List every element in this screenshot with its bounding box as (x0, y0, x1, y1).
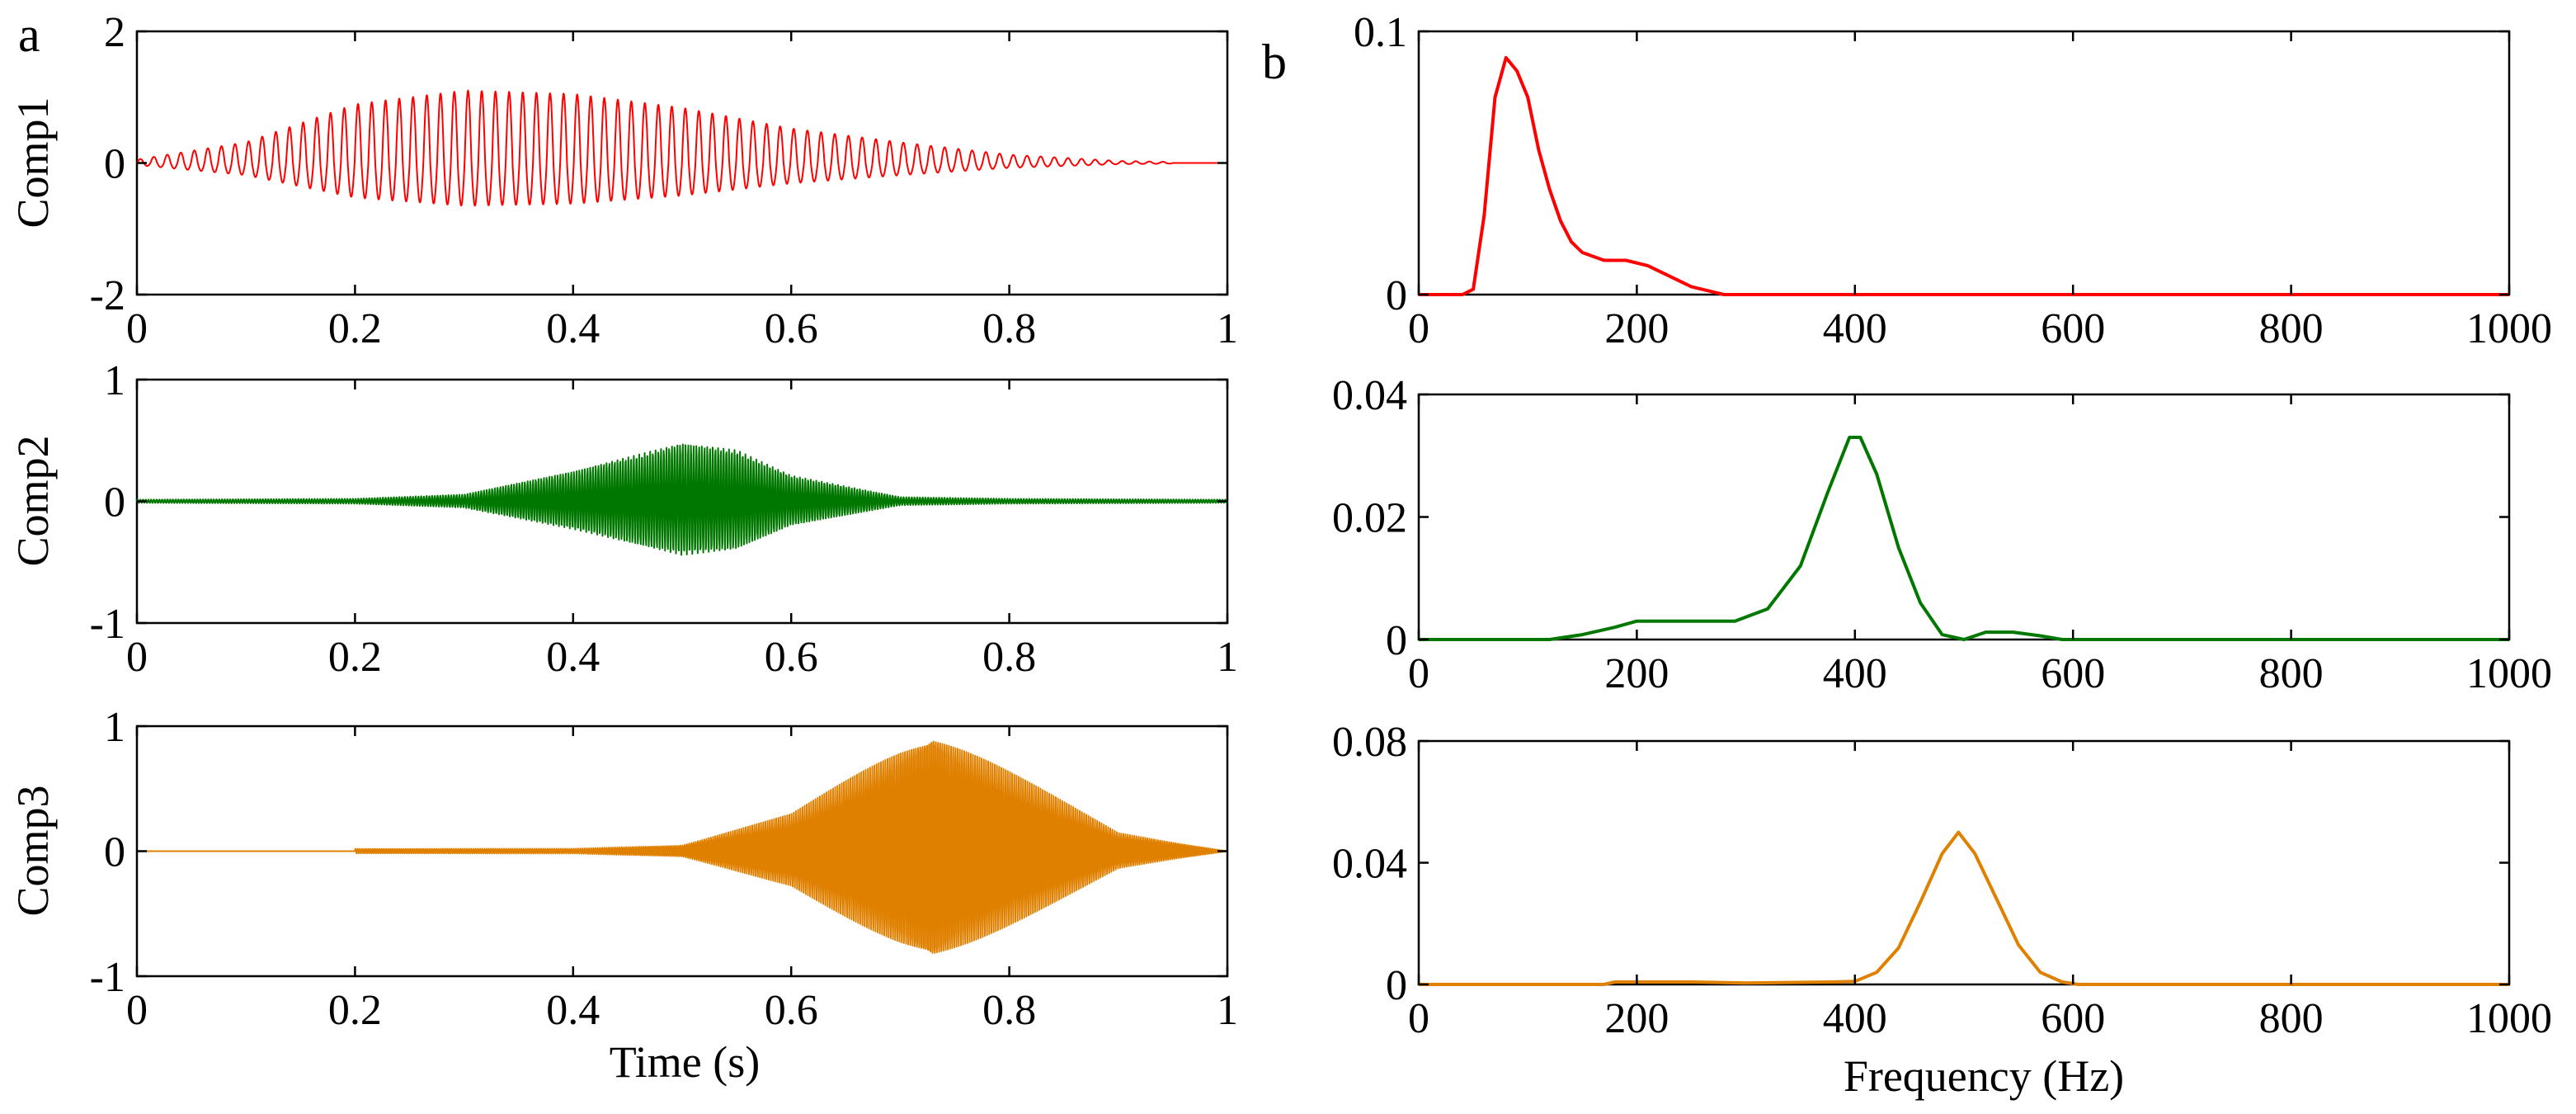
comp3-time-series-line (136, 740, 1228, 954)
comp2-spectrum-xtick-label: 400 (1823, 650, 1887, 697)
x-axis-title-frequency: Frequency (Hz) (1844, 1051, 2124, 1101)
comp3-time-xtick-label: 0.4 (546, 987, 600, 1034)
panel-letter-a: a (18, 7, 40, 62)
comp3-spectrum-frame (1417, 739, 2511, 986)
comp3-spectrum-xtick-label: 400 (1823, 995, 1887, 1042)
comp1-time-ytick-label: -2 (90, 272, 125, 319)
comp2-time-ytick-label: -1 (90, 601, 125, 648)
comp3-spectrum-xtick-label: 0 (1408, 995, 1429, 1042)
comp1-spectrum-xtick-label: 200 (1604, 305, 1669, 352)
comp2-time-ylabel: Comp2 (8, 435, 58, 566)
comp1-spectrum-xtick-label: 400 (1823, 305, 1887, 352)
comp3-spectrum-xtick-label: 800 (2259, 995, 2324, 1042)
comp1-time-ytick-label: 0 (104, 141, 125, 188)
panel-comp3-spectrum: 0 200 400 600 800 1000 0 0.04 0.08 (1332, 719, 2552, 1042)
comp1-spectrum-xtick-label: 600 (2041, 305, 2105, 352)
comp2-time-xtick-label: 0.6 (765, 634, 818, 681)
comp3-time-xtick-label: 0.8 (982, 987, 1036, 1034)
comp3-time-ylabel: Comp3 (8, 785, 58, 916)
comp1-time-xtick-label: 0.6 (765, 305, 818, 352)
comp1-spectrum-series-line (1419, 55, 2509, 296)
panel-comp2-spectrum: 0 200 400 600 800 1000 0 0.02 0.04 (1332, 372, 2552, 697)
comp1-time-ylabel: Comp1 (8, 97, 58, 228)
comp1-spectrum-frame (1417, 30, 2511, 296)
comp2-spectrum-ytick-label: 0.04 (1332, 372, 1407, 419)
comp3-spectrum-ytick-label: 0 (1386, 962, 1407, 1009)
comp2-spectrum-xtick-label: 200 (1604, 650, 1669, 697)
comp1-time-xtick-label: 0.4 (546, 305, 600, 352)
comp2-time-ytick-label: 1 (104, 357, 125, 404)
comp3-time-xtick-label: 0.2 (328, 987, 382, 1034)
comp3-spectrum-xtick-label: 600 (2041, 995, 2105, 1042)
comp1-spectrum-ytick-label: 0 (1386, 272, 1407, 319)
comp2-spectrum-xtick-label: 0 (1408, 650, 1429, 697)
panel-letter-b: b (1262, 35, 1287, 89)
comp3-time-ytick-label: 1 (104, 704, 125, 751)
comp1-time-xtick-label: 0 (126, 305, 148, 352)
comp2-spectrum-xtick-label: 800 (2259, 650, 2324, 697)
comp1-time-xtick-label: 1 (1217, 305, 1238, 352)
comp1-spectrum-xtick-label: 1000 (2466, 305, 2552, 352)
comp1-time-ytick-label: 2 (104, 9, 125, 56)
comp1-time-xtick-label: 0.2 (328, 305, 382, 352)
comp2-spectrum-ytick-label: 0.02 (1332, 495, 1407, 542)
comp1-time-xtick-label: 0.8 (982, 305, 1036, 352)
comp2-time-series-line (136, 443, 1228, 556)
comp3-spectrum-xtick-label: 200 (1604, 995, 1669, 1042)
comp3-time-ytick-label: -1 (90, 954, 125, 1001)
comp2-time-xtick-label: 0.8 (982, 634, 1036, 681)
comp3-time-xtick-label: 0.6 (765, 987, 818, 1034)
comp1-spectrum-xtick-label: 800 (2259, 305, 2324, 352)
comp3-spectrum-xtick-label: 1000 (2466, 995, 2552, 1042)
comp2-time-xtick-label: 0 (126, 634, 148, 681)
comp2-spectrum-ytick-label: 0 (1386, 617, 1407, 664)
comp2-spectrum-frame (1417, 393, 2511, 641)
comp2-time-xtick-label: 1 (1217, 634, 1238, 681)
x-axis-title-time: Time (s) (610, 1037, 761, 1087)
comp3-time-ytick-label: 0 (104, 829, 125, 876)
panel-comp1-spectrum: 0 200 400 600 800 1000 0 0.1 (1354, 9, 2552, 352)
comp2-spectrum-xtick-label: 600 (2041, 650, 2105, 697)
comp2-spectrum-series-line (1419, 436, 2509, 641)
comp2-time-xtick-label: 0.2 (328, 634, 382, 681)
comp1-time-series-line (136, 89, 1228, 207)
comp3-spectrum-ytick-label: 0.04 (1332, 841, 1407, 888)
comp2-spectrum-xtick-label: 1000 (2466, 650, 2552, 697)
comp2-time-xtick-label: 0.4 (546, 634, 600, 681)
comp3-time-xtick-label: 1 (1217, 987, 1238, 1034)
comp1-spectrum-xtick-label: 0 (1408, 305, 1429, 352)
comp3-spectrum-ytick-label: 0.08 (1332, 719, 1407, 766)
comp1-spectrum-ytick-label: 0.1 (1354, 9, 1407, 56)
comp2-time-ytick-label: 0 (104, 479, 125, 526)
comp3-spectrum-series-line (1419, 830, 2509, 986)
comp3-time-xtick-label: 0 (126, 987, 148, 1034)
